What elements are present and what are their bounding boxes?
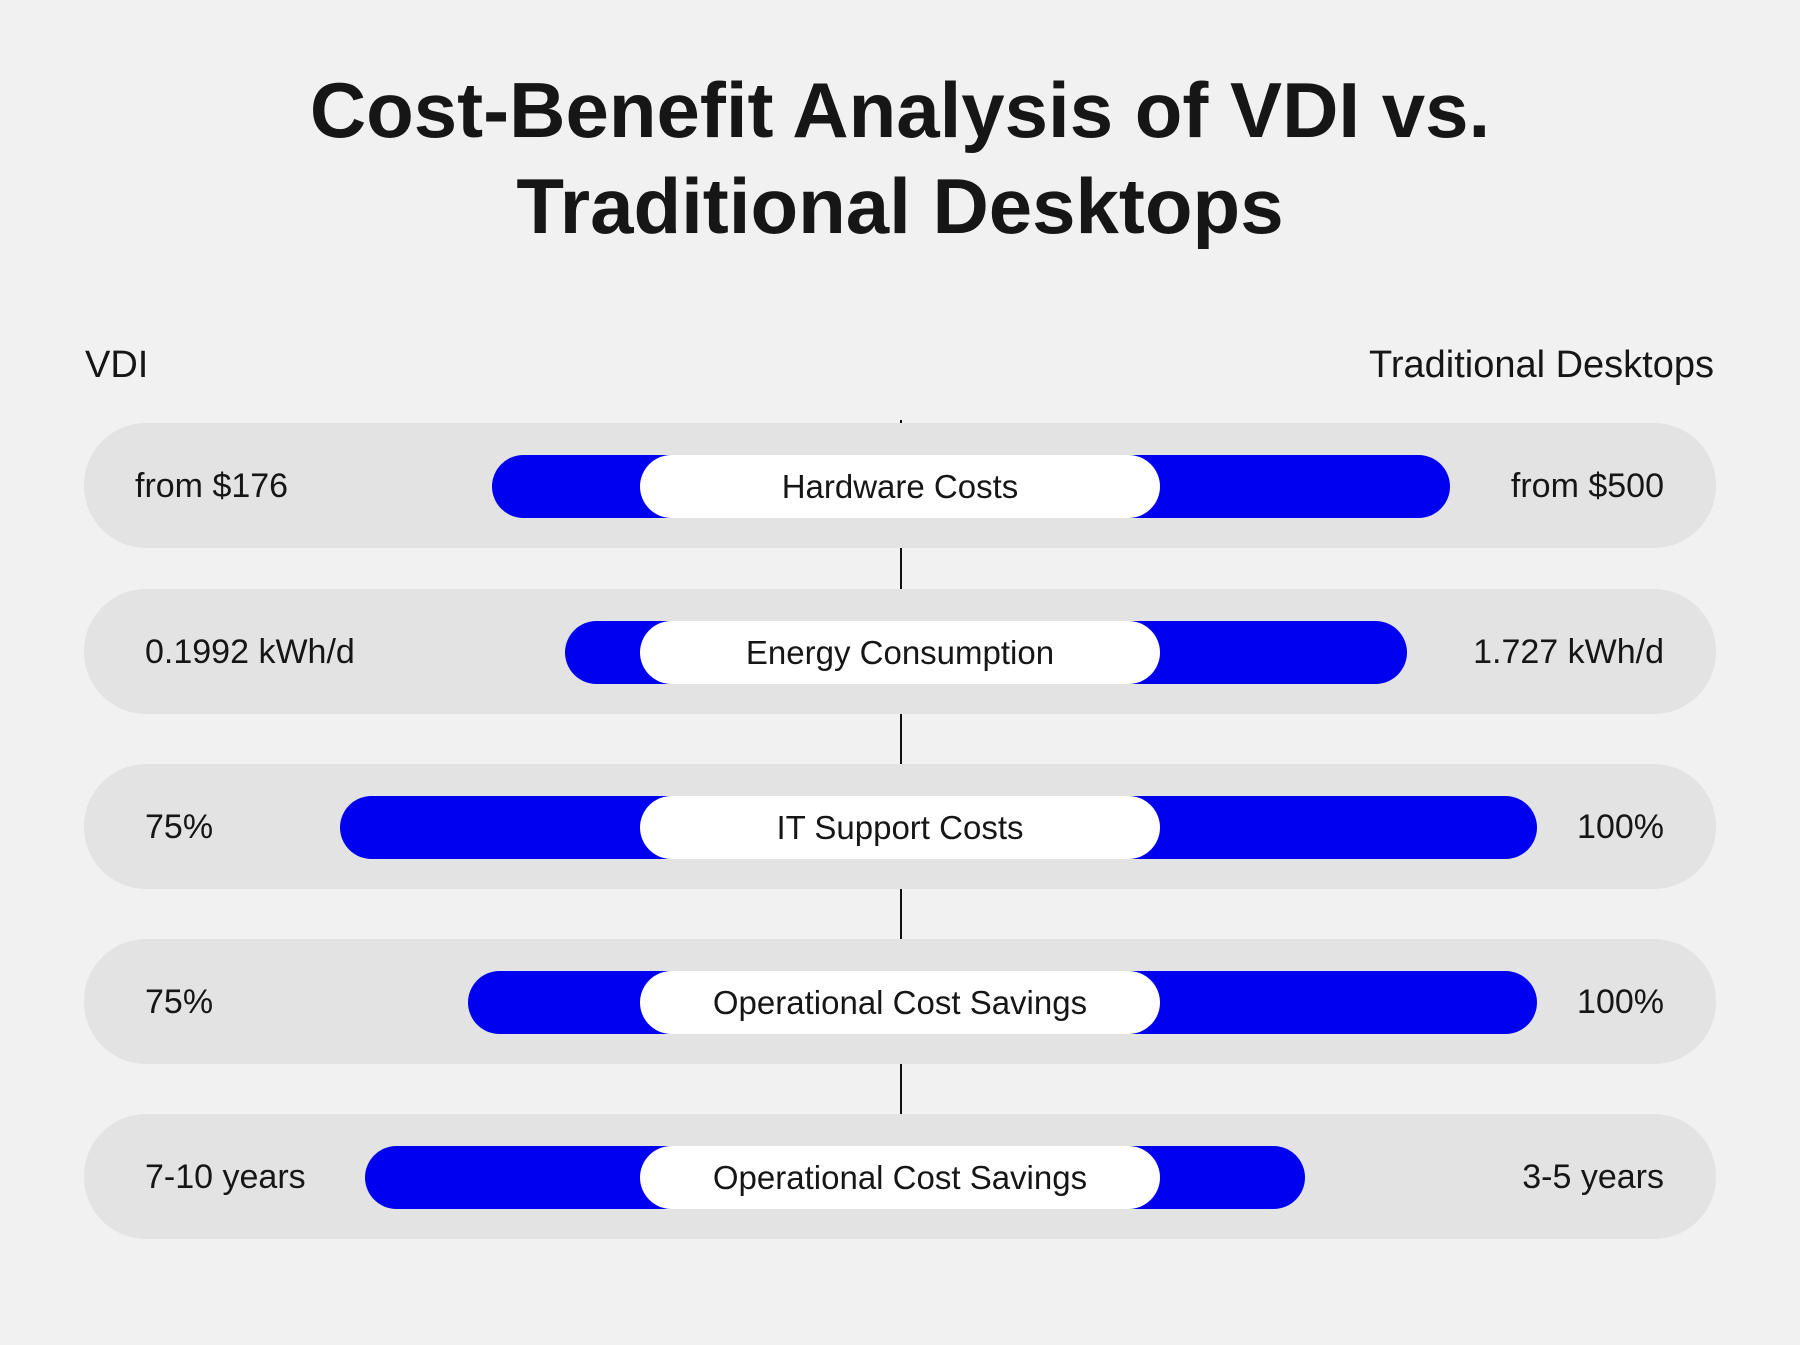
comparison-row-hardware-costs: Hardware Costs from $176 from $500 (84, 423, 1716, 548)
connector-line (900, 420, 902, 424)
comparison-row-operational-cost-savings: Operational Cost Savings 75% 100% (84, 939, 1716, 1064)
traditional-value: 100% (1577, 982, 1664, 1021)
vdi-value: 0.1992 kWh/d (145, 632, 355, 671)
traditional-value: 3-5 years (1522, 1157, 1664, 1196)
vdi-value: 75% (145, 807, 214, 846)
column-header-vdi: VDI (85, 344, 149, 386)
comparison-row-it-support-costs: IT Support Costs 75% 100% (84, 764, 1716, 889)
traditional-value: 1.727 kWh/d (1473, 632, 1664, 671)
row-label: Energy Consumption (640, 621, 1160, 684)
comparison-row-lifespan: Operational Cost Savings 7-10 years 3-5 … (84, 1114, 1716, 1239)
comparison-row-energy-consumption: Energy Consumption 0.1992 kWh/d 1.727 kW… (84, 589, 1716, 714)
connector-line (900, 538, 902, 589)
title-line-1: Cost-Benefit Analysis of VDI vs. (309, 66, 1491, 154)
vdi-value: 7-10 years (145, 1157, 306, 1196)
traditional-value: 100% (1577, 807, 1664, 846)
traditional-value: from $500 (1510, 466, 1664, 505)
row-label: IT Support Costs (640, 796, 1160, 859)
page-title: Cost-Benefit Analysis of VDI vs. Traditi… (0, 62, 1800, 254)
title-line-2: Traditional Desktops (516, 162, 1284, 250)
row-label: Operational Cost Savings (640, 1146, 1160, 1209)
column-header-traditional: Traditional Desktops (1369, 344, 1714, 386)
vdi-value: from $176 (135, 466, 289, 505)
vdi-value: 75% (145, 982, 214, 1021)
row-label: Hardware Costs (640, 455, 1160, 518)
connector-line (900, 1064, 902, 1114)
connector-line (900, 713, 902, 764)
connector-line (900, 889, 902, 939)
row-label: Operational Cost Savings (640, 971, 1160, 1034)
